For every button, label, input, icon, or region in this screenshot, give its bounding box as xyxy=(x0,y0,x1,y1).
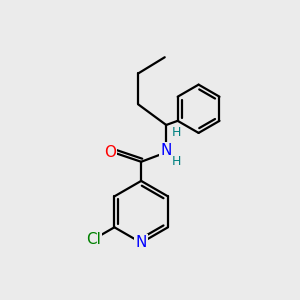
Text: Cl: Cl xyxy=(86,232,101,247)
Text: H: H xyxy=(172,126,181,139)
Text: N: N xyxy=(160,143,172,158)
Text: N: N xyxy=(136,235,147,250)
Text: H: H xyxy=(172,155,181,168)
Text: O: O xyxy=(104,145,116,160)
